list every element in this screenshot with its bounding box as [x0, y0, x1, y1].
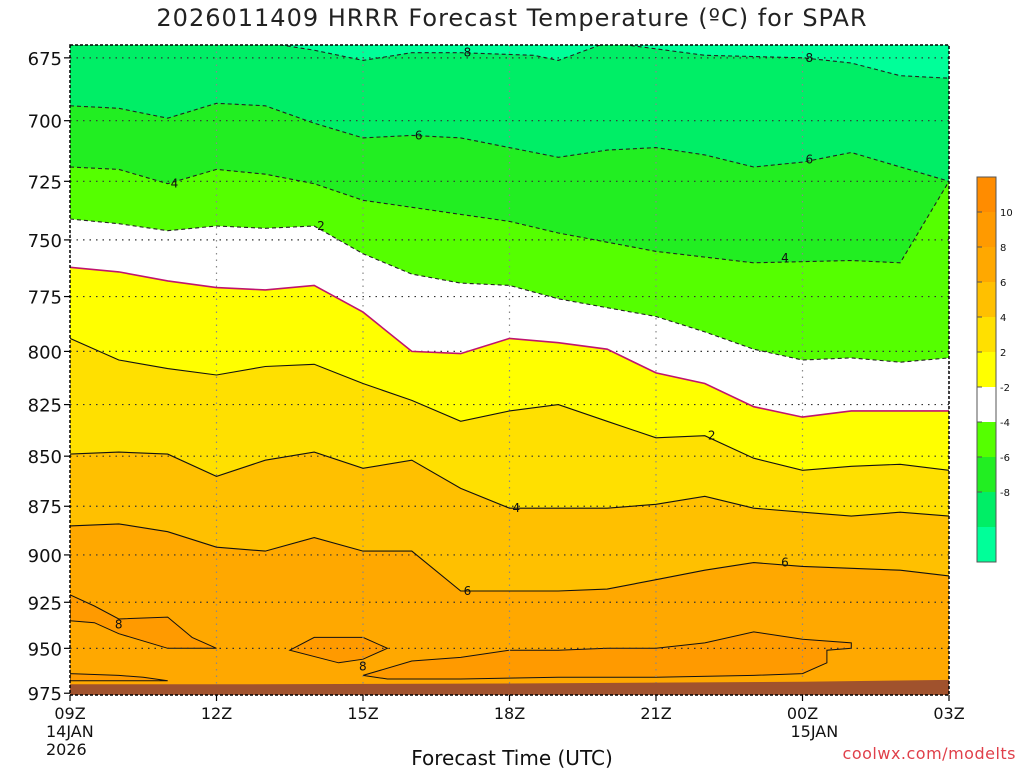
y-tick-label: 850	[28, 447, 62, 468]
x-tick-label: 00Z	[787, 704, 818, 723]
temperature-band-fill	[70, 45, 949, 79]
colorbar-label: -6	[1000, 453, 1010, 464]
x-tick-label: 15JAN	[791, 722, 839, 741]
contour-line	[70, 166, 949, 264]
y-tick-label: 775	[28, 288, 62, 309]
contour-label: 4	[513, 501, 521, 515]
credit-text: coolwx.com/modelts	[842, 744, 1016, 763]
contour-line	[70, 266, 949, 418]
contour-label: 4	[171, 177, 179, 191]
contour-label: 6	[806, 153, 814, 167]
y-tick-label: 900	[28, 546, 62, 567]
x-tick-label: 03Z	[933, 704, 964, 723]
y-tick-label: 800	[28, 342, 62, 363]
contour-line	[70, 218, 949, 363]
x-tick-label: 09Z	[54, 704, 85, 723]
y-tick-label: 950	[28, 639, 62, 660]
x-tick-label: 21Z	[640, 704, 671, 723]
contour-label: 6	[415, 128, 423, 142]
x-tick-label: 18Z	[494, 704, 525, 723]
warm-cell-8c	[362, 631, 852, 680]
colorbar-label: -8	[1000, 488, 1010, 499]
y-tick-label: 675	[28, 49, 62, 70]
y-tick-label: 875	[28, 497, 62, 518]
contour-label: 8	[464, 46, 472, 60]
ground-surface	[70, 679, 949, 695]
contour-line	[70, 102, 949, 182]
contour-line	[70, 523, 949, 592]
colorbar-swatch	[977, 177, 996, 212]
x-tick-label: 12Z	[201, 704, 232, 723]
colorbar-label: 4	[1000, 313, 1006, 324]
warm-cell-8c	[70, 673, 168, 682]
colorbar-label: -2	[1000, 383, 1010, 394]
x-tick-label: 14JAN	[46, 722, 94, 741]
x-axis-title: Forecast Time (UTC)	[411, 746, 613, 770]
contour-line	[70, 451, 949, 517]
colorbar-label: 8	[1000, 243, 1006, 254]
contour-label: 6	[781, 556, 789, 570]
colorbar-swatch	[977, 457, 996, 492]
contour-label: 2	[708, 429, 716, 443]
contour-label: 8	[359, 659, 367, 673]
contour-label: 8	[806, 51, 814, 65]
colorbar-swatch	[977, 317, 996, 352]
y-tick-label: 975	[28, 684, 62, 705]
colorbar-label: -4	[1000, 418, 1010, 429]
contour-line	[70, 337, 949, 471]
colorbar-swatch	[977, 492, 996, 527]
chart-title: 2026011409 HRRR Forecast Temperature (ºC…	[156, 4, 868, 32]
colorbar-swatch	[977, 527, 996, 562]
colorbar-swatch	[977, 247, 996, 282]
temperature-band-fill	[70, 45, 949, 182]
y-tick-label: 825	[28, 396, 62, 417]
contour-line	[70, 45, 949, 79]
y-tick-label: 725	[28, 172, 62, 193]
y-tick-label: 700	[28, 112, 62, 133]
y-tick-label: 750	[28, 231, 62, 252]
colorbar-label: 6	[1000, 278, 1006, 289]
colorbar-swatch	[977, 212, 996, 247]
colorbar-swatch	[977, 282, 996, 317]
x-tick-label: 15Z	[347, 704, 378, 723]
colorbar-swatch	[977, 422, 996, 457]
colorbar-label: 2	[1000, 348, 1006, 359]
warm-cell-8c	[70, 594, 217, 649]
colorbar-swatch	[977, 352, 996, 387]
plot-frame	[69, 44, 950, 696]
x-tick-label: 2026	[46, 740, 87, 759]
contour-label: 2	[317, 219, 325, 233]
colorbar-swatch	[977, 387, 996, 422]
colorbar-label: 10	[1000, 208, 1013, 219]
contour-label: 6	[464, 584, 472, 598]
colorbar-frame	[976, 176, 997, 563]
contour-label: 8	[115, 618, 123, 632]
y-tick-label: 925	[28, 593, 62, 614]
contour-label: 4	[781, 251, 789, 265]
